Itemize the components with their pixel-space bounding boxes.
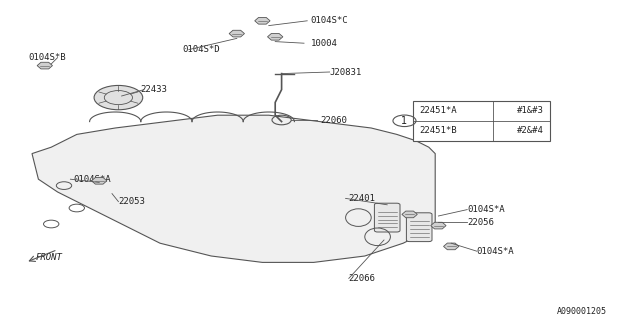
Polygon shape <box>255 18 270 24</box>
Text: 0104S*B: 0104S*B <box>29 53 67 62</box>
Polygon shape <box>402 211 417 218</box>
Text: 22053: 22053 <box>118 197 145 206</box>
Text: 22451*A: 22451*A <box>419 106 457 115</box>
Text: 0104S*C: 0104S*C <box>310 16 348 25</box>
Text: 22451*B: 22451*B <box>419 126 457 135</box>
Text: #2&#4: #2&#4 <box>517 126 544 135</box>
FancyBboxPatch shape <box>374 203 400 232</box>
Polygon shape <box>268 34 283 40</box>
Polygon shape <box>444 243 459 250</box>
Polygon shape <box>229 30 244 37</box>
Text: FRONT: FRONT <box>35 253 62 262</box>
Polygon shape <box>37 62 52 69</box>
Text: #1&#3: #1&#3 <box>517 106 544 115</box>
Circle shape <box>94 85 143 110</box>
FancyBboxPatch shape <box>406 213 432 242</box>
Text: 22056: 22056 <box>467 218 494 227</box>
Text: 0104S*D: 0104S*D <box>182 45 220 54</box>
FancyBboxPatch shape <box>413 101 550 141</box>
Polygon shape <box>92 178 107 184</box>
Polygon shape <box>32 115 435 262</box>
Polygon shape <box>431 222 446 229</box>
Text: 22066: 22066 <box>349 274 376 283</box>
Text: 22060: 22060 <box>320 116 347 124</box>
Text: 0104S*A: 0104S*A <box>467 205 505 214</box>
Text: A090001205: A090001205 <box>557 308 607 316</box>
Text: 0104S*A: 0104S*A <box>74 175 111 184</box>
Text: 1: 1 <box>401 116 408 126</box>
Text: 10004: 10004 <box>310 39 337 48</box>
Text: 22433: 22433 <box>141 85 168 94</box>
Text: 0104S*A: 0104S*A <box>477 247 515 256</box>
Text: J20831: J20831 <box>330 68 362 76</box>
Text: 22401: 22401 <box>349 194 376 203</box>
